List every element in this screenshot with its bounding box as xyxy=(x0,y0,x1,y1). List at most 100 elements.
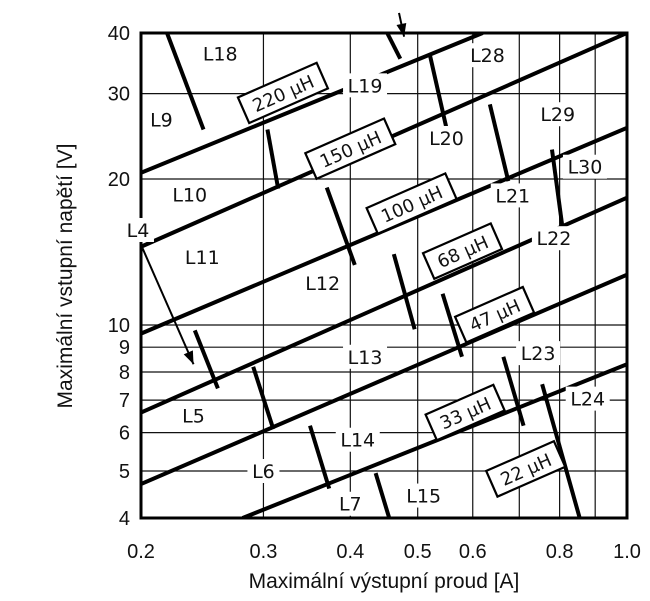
zone-label-text: L24 xyxy=(570,389,605,411)
zone-label-bg xyxy=(180,245,225,270)
zone-label-bg xyxy=(343,73,388,98)
pointer-arrow xyxy=(141,247,195,365)
zone-label-bg xyxy=(167,182,212,207)
inductance-label: 100 μH xyxy=(365,171,459,236)
zone-label-bg xyxy=(145,107,178,132)
zone-label: L13 xyxy=(343,344,388,369)
zone-label: L4 xyxy=(121,217,154,242)
zone-separator-line xyxy=(540,383,582,518)
zone-separator-line xyxy=(308,425,332,490)
arrow-head xyxy=(396,22,407,37)
zone-label-bg xyxy=(343,344,388,369)
inductance-band-line xyxy=(241,362,627,518)
zone-label-text: L12 xyxy=(305,273,340,295)
zone-label-text: L21 xyxy=(495,185,530,207)
y-axis-title: Maximální vstupní napětí [V] xyxy=(54,144,77,409)
zone-label-text: L4 xyxy=(127,220,150,242)
zone-label: L15 xyxy=(401,483,446,508)
tick-labels: 0.2 0.3 0.4 0.5 0.6 0.8 1.0 4 5 6 7 8 910 20 30 40 xyxy=(108,23,641,563)
inductance-label: 47 μH xyxy=(453,285,536,344)
zone-separator-line xyxy=(440,293,464,358)
zone-label: L9 xyxy=(145,107,178,132)
inductance-label-box xyxy=(236,61,330,125)
zone-separator-line xyxy=(324,186,357,266)
zone-separator-line xyxy=(192,329,220,390)
zone-label: L10 xyxy=(167,182,212,207)
inductance-label-box xyxy=(453,285,536,344)
zone-label-bg xyxy=(335,427,380,452)
zone-separator-line xyxy=(391,253,417,330)
x-axis-title: Maximální výstupní proud [A] xyxy=(249,570,520,593)
zone-label-bg xyxy=(562,154,607,179)
x-tick-label: 0.8 xyxy=(546,541,574,563)
inductance-label: 22 μH xyxy=(484,439,567,499)
y-tick-label: 8 xyxy=(119,362,130,384)
x-tick-label: 0.4 xyxy=(336,541,364,563)
zone-label-text: L14 xyxy=(340,430,375,452)
zone-label: L11 xyxy=(180,245,225,270)
inductance-label-box xyxy=(421,221,504,281)
zone-label-text: L13 xyxy=(348,347,383,369)
zone-label-text: L18 xyxy=(203,43,238,65)
zone-label-bg xyxy=(531,226,576,251)
zone-separator-line xyxy=(251,366,276,430)
y-tick-label: 10 xyxy=(108,315,130,337)
zone-label-bg xyxy=(121,217,154,242)
y-tick-label: 7 xyxy=(119,390,130,412)
zone-separator-line xyxy=(487,103,511,182)
zone-label-text: L22 xyxy=(537,228,572,250)
arrow-head xyxy=(183,350,194,365)
x-tick-label: 0.6 xyxy=(459,541,487,563)
zone-label-text: L6 xyxy=(252,461,275,483)
y-tick-label: 30 xyxy=(108,84,130,106)
zone-label-bg xyxy=(401,483,446,508)
zone-label-text: L11 xyxy=(185,247,220,269)
zone-label-text: L19 xyxy=(348,75,383,97)
zone-label-bg xyxy=(490,183,535,208)
inductance-band-line xyxy=(141,33,484,175)
zone-separator-line xyxy=(549,149,565,229)
zone-label-text: L28 xyxy=(470,45,505,67)
zone-label-bg xyxy=(465,43,510,68)
zone-label: L19 xyxy=(343,73,388,98)
zone-label-bg xyxy=(198,41,243,66)
zone-separator-line xyxy=(501,356,526,427)
zone-label: L5 xyxy=(177,403,210,428)
inductance-label-box xyxy=(365,171,459,236)
zone-label: L12 xyxy=(300,271,345,296)
chart-labels: L18 L9 L19 L28 L20 L29 L10 L30 L21 L11 L12 L22 L4 L13… xyxy=(121,12,610,516)
zone-label: L18 xyxy=(198,41,243,66)
zone-label: L29 xyxy=(535,102,580,127)
inductance-label-box xyxy=(303,117,397,181)
zone-label-bg xyxy=(516,341,561,366)
zone-label-text: L15 xyxy=(406,486,441,508)
zone-label-bg xyxy=(300,271,345,296)
zone-label: L23 xyxy=(516,341,561,366)
y-tick-label: 6 xyxy=(119,423,130,445)
zone-label-text: L20 xyxy=(429,128,464,150)
zone-label-bg xyxy=(424,125,469,150)
zone-label-text: L10 xyxy=(172,184,207,206)
y-tick-label: 20 xyxy=(108,169,130,191)
y-tick-label: 40 xyxy=(108,23,130,45)
zone-label-text: L7 xyxy=(339,494,362,516)
x-tick-label: 0.2 xyxy=(127,541,155,563)
zone-label-text: L9 xyxy=(150,110,173,132)
zone-separator-line xyxy=(385,33,403,60)
zone-separator-line xyxy=(373,472,392,518)
inductance-band-line xyxy=(141,272,627,486)
y-tick-label: 5 xyxy=(119,461,130,483)
zone-label: L14 xyxy=(335,427,380,452)
zone-label: L6 xyxy=(247,458,280,483)
inductance-label-box xyxy=(484,439,567,499)
zone-separator-line xyxy=(265,129,281,190)
x-tick-label: 0.5 xyxy=(404,541,432,563)
x-tick-label: 1.0 xyxy=(613,541,641,563)
zone-label-text: L30 xyxy=(568,157,603,179)
zone-label-text: L5 xyxy=(182,406,205,428)
zone-label-bg xyxy=(247,458,280,483)
y-tick-label: 4 xyxy=(119,508,130,530)
zone-label: L24 xyxy=(565,386,610,411)
zone-label: L21 xyxy=(490,183,535,208)
zone-label-bg xyxy=(565,386,610,411)
